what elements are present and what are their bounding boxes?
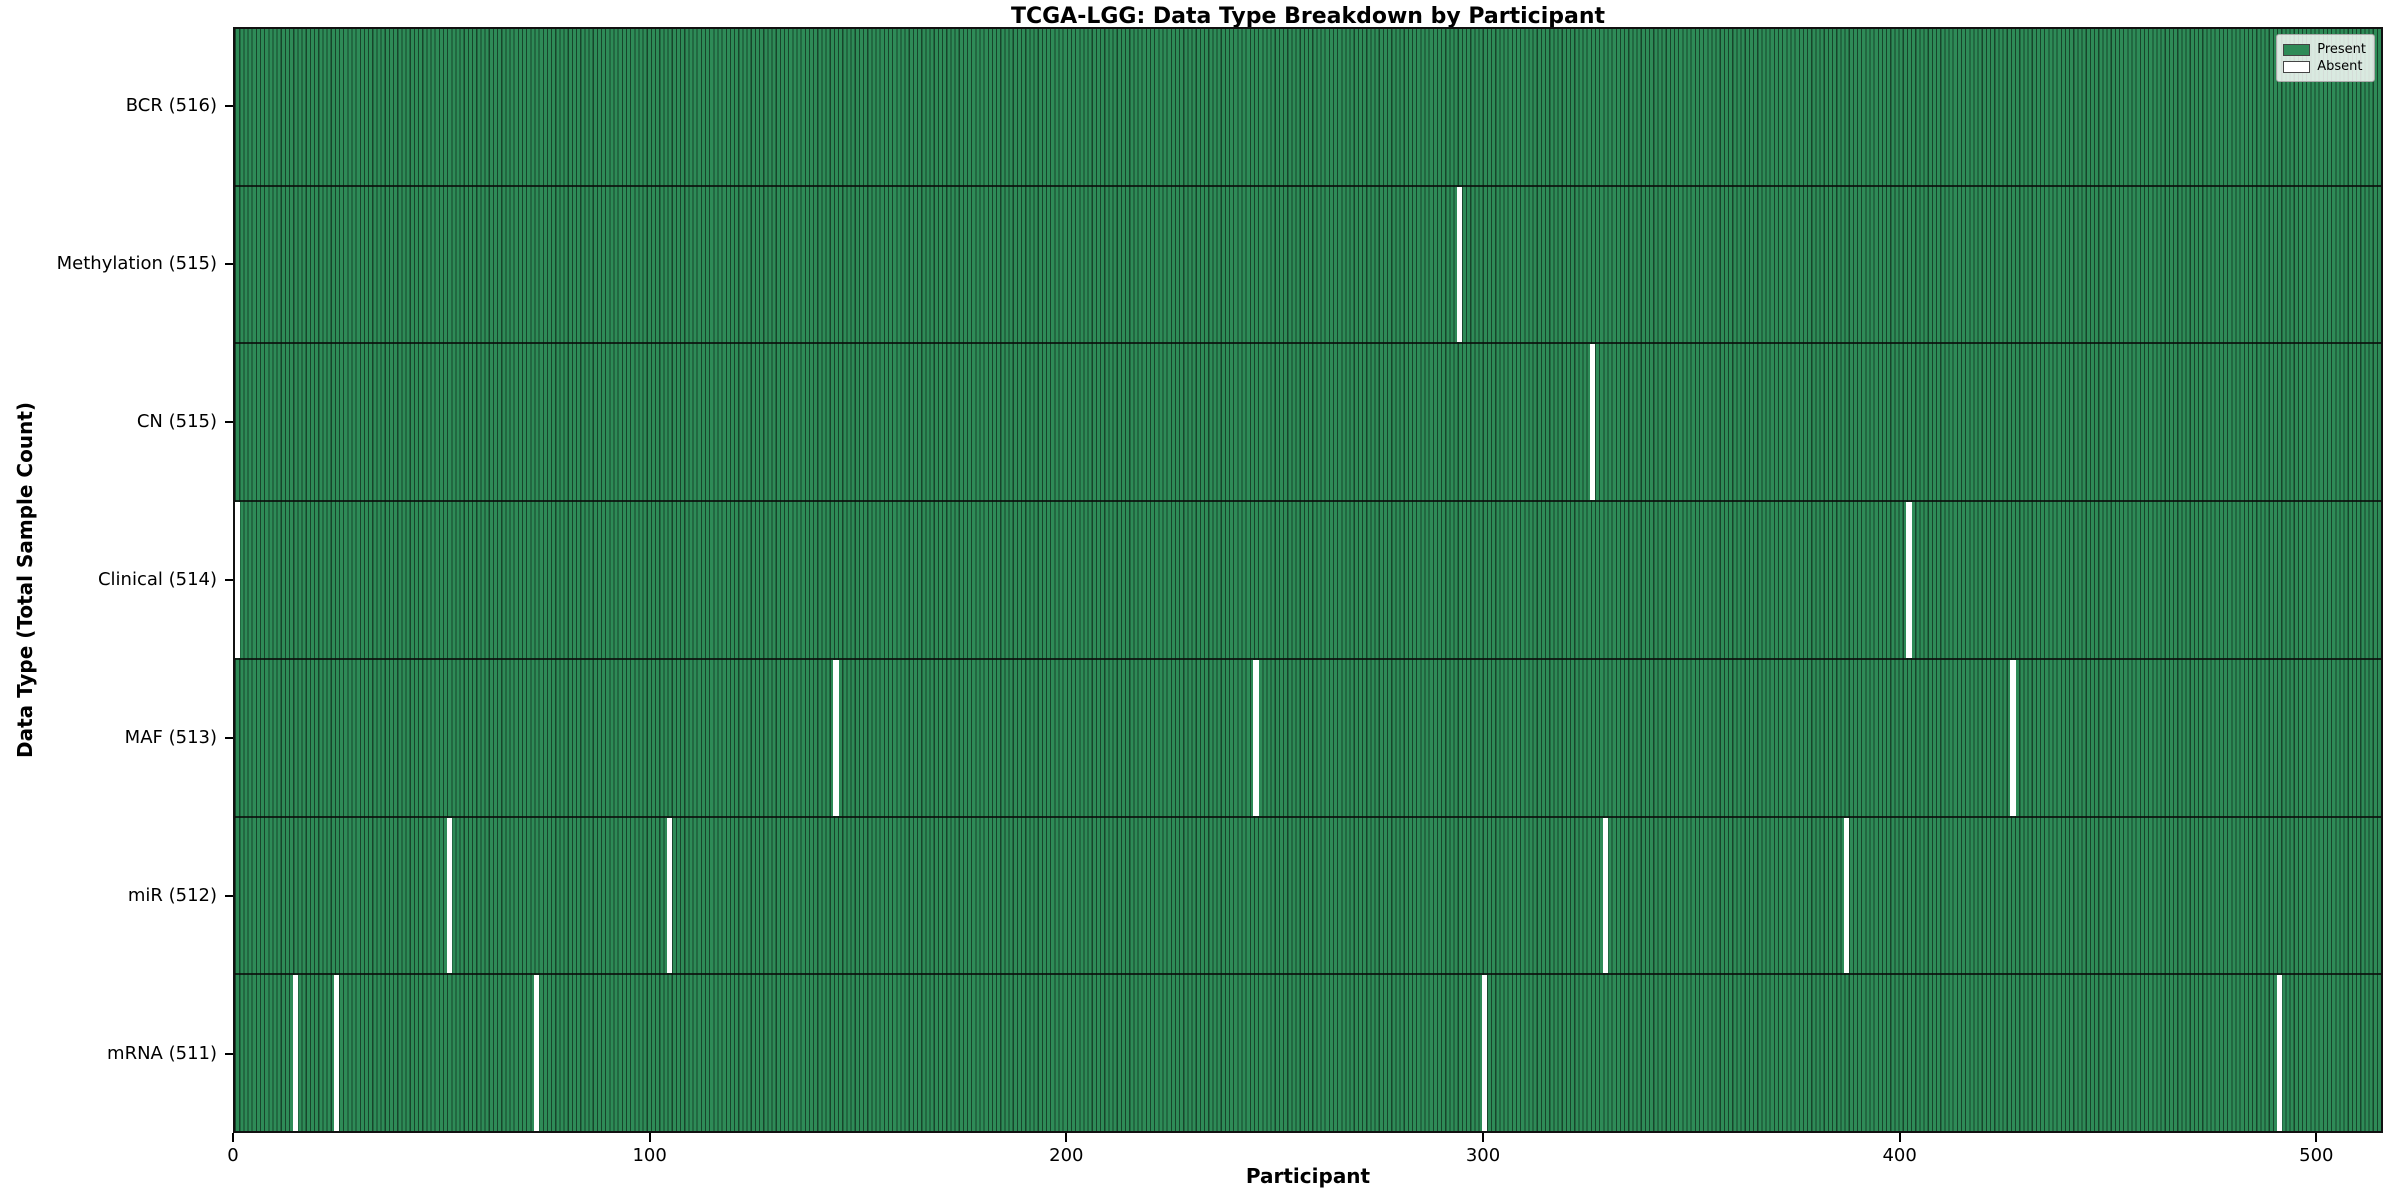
y-tick-label: Methylation (515)	[56, 253, 217, 274]
legend-swatch-absent	[2283, 60, 2311, 73]
legend-label-present: Present	[2317, 42, 2366, 57]
heatmap-row-clinical	[235, 502, 2381, 660]
absent-cell	[446, 817, 452, 974]
absent-cell	[292, 975, 298, 1132]
absent-cell	[533, 975, 540, 1132]
x-tick-mark	[1065, 1133, 1068, 1142]
absent-cell	[1844, 817, 1850, 974]
x-tick-mark	[1482, 1133, 1484, 1142]
x-tick-mark	[232, 1133, 234, 1142]
x-tick-label: 300	[1465, 1145, 1501, 1166]
absent-cell	[1457, 186, 1463, 343]
x-axis-ticks: 0 100 200 300 400 500	[227, 1133, 2383, 1179]
y-tick-label: Clinical (514)	[97, 569, 217, 590]
y-tick-mark	[225, 104, 233, 107]
legend-item-present: Present	[2283, 42, 2366, 57]
heatmap-row-bcr	[235, 29, 2381, 187]
x-tick-mark	[1898, 1133, 1901, 1142]
x-axis-label: Participant	[1245, 1164, 1371, 1188]
absent-cell	[235, 502, 240, 658]
absent-cell	[1482, 975, 1488, 1132]
absent-cell	[334, 975, 340, 1132]
y-tick-mark	[225, 263, 233, 265]
x-tick-label: 400	[1882, 1145, 1917, 1166]
y-tick-label: BCR (516)	[125, 94, 217, 116]
absent-cell	[667, 817, 673, 974]
x-tick-mark	[648, 1133, 651, 1142]
y-tick-mark	[225, 737, 233, 739]
heatmap-row-methylation	[235, 186, 2381, 345]
y-tick-label: miR (512)	[127, 885, 217, 906]
heatmap-row-mir	[235, 817, 2381, 976]
x-tick-label: 500	[2299, 1145, 2334, 1166]
heatmap-rows-container	[235, 29, 2381, 1132]
absent-cell	[1602, 817, 1608, 974]
x-tick-label: 100	[632, 1145, 667, 1166]
absent-cell	[833, 659, 839, 816]
legend-item-absent: Absent	[2283, 59, 2366, 74]
heatmap-row-mrna	[235, 975, 2381, 1132]
chart-title: TCGA-LGG: Data Type Breakdown by Partici…	[1010, 4, 1606, 29]
x-tick-label: 200	[1049, 1145, 1084, 1166]
y-tick-label: CN (515)	[136, 411, 217, 432]
x-tick-mark	[2315, 1133, 2318, 1142]
absent-cell	[2010, 659, 2016, 816]
legend-label-absent: Absent	[2317, 59, 2363, 74]
y-tick-label: mRNA (511)	[107, 1043, 217, 1064]
absent-cell	[1590, 344, 1596, 501]
y-tick-mark	[225, 1053, 233, 1055]
plot-area: Present Absent	[233, 27, 2383, 1133]
legend: Present Absent	[2276, 34, 2375, 82]
y-tick-mark	[225, 895, 233, 897]
heatmap-row-cn	[235, 344, 2381, 503]
legend-swatch-present	[2283, 43, 2311, 56]
absent-cell	[1906, 502, 1912, 658]
y-axis-ticks: BCR (516) Methylation (515) CN (515) Clinic…	[0, 27, 233, 1133]
absent-cell	[2276, 975, 2282, 1132]
y-tick-mark	[225, 579, 233, 581]
x-tick-label: 0	[227, 1145, 239, 1166]
heatmap-row-maf	[235, 659, 2381, 818]
y-tick-mark	[225, 421, 233, 423]
absent-cell	[1253, 659, 1259, 816]
y-tick-label: MAF (513)	[124, 727, 217, 748]
